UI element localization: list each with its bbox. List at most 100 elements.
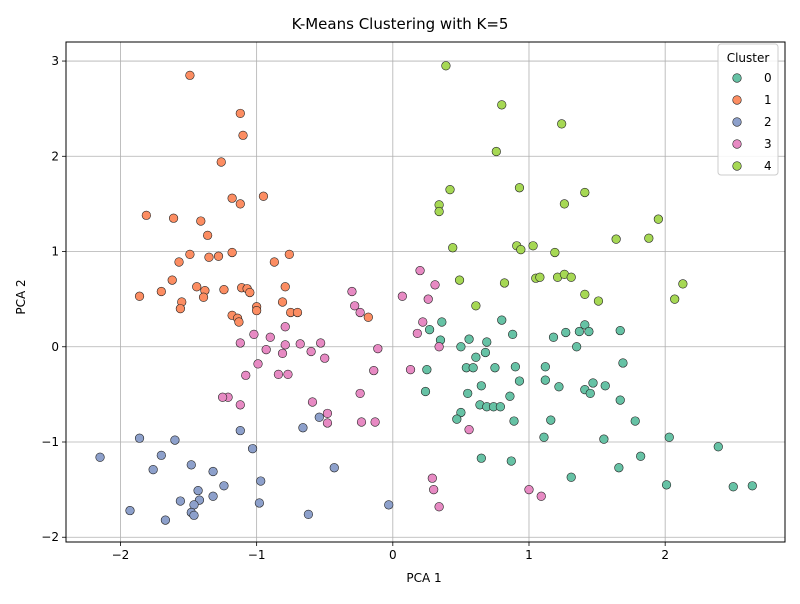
data-point xyxy=(491,146,501,157)
data-point xyxy=(615,325,625,336)
y-tick-label: 3 xyxy=(51,54,59,68)
data-point xyxy=(536,491,546,501)
data-point xyxy=(370,417,380,427)
data-point xyxy=(480,347,491,358)
data-point xyxy=(452,414,462,424)
data-point xyxy=(505,391,515,401)
data-point xyxy=(167,275,177,285)
data-point xyxy=(420,386,431,397)
data-point xyxy=(208,466,218,477)
data-point xyxy=(412,328,422,339)
data-point xyxy=(514,376,525,386)
data-point xyxy=(295,339,305,349)
legend-item-cluster-4: 4 xyxy=(732,159,772,173)
y-tick-label: 1 xyxy=(51,245,59,259)
data-point xyxy=(284,249,294,259)
data-point xyxy=(548,332,559,342)
data-point xyxy=(528,241,538,251)
data-point xyxy=(148,465,158,475)
data-point xyxy=(219,285,229,295)
data-point xyxy=(561,327,571,338)
data-point xyxy=(510,362,520,372)
data-point xyxy=(611,234,621,244)
data-point xyxy=(198,292,209,302)
cluster-3-points xyxy=(218,265,546,512)
data-point xyxy=(185,249,195,259)
cluster-0-points xyxy=(420,315,757,492)
data-point xyxy=(218,392,228,402)
data-point xyxy=(585,388,595,399)
y-axis-label: PCA 2 xyxy=(14,279,28,314)
data-point xyxy=(256,476,266,486)
data-point xyxy=(273,369,284,379)
data-point xyxy=(588,378,598,388)
data-point xyxy=(661,480,672,490)
data-point xyxy=(397,291,407,301)
plot-frame xyxy=(65,41,786,543)
data-point xyxy=(653,214,663,224)
data-point xyxy=(454,275,465,285)
data-point xyxy=(355,388,365,399)
data-point xyxy=(482,337,492,347)
data-point xyxy=(427,473,437,483)
data-point xyxy=(508,329,518,339)
data-point xyxy=(193,485,203,496)
data-point xyxy=(363,312,373,322)
data-point xyxy=(247,444,258,454)
data-point xyxy=(497,100,507,110)
data-point xyxy=(636,451,646,461)
x-tick-label: −1 xyxy=(248,548,266,562)
y-tick-label: 2 xyxy=(51,149,59,163)
data-point xyxy=(186,460,196,470)
data-point xyxy=(434,342,444,352)
data-point xyxy=(441,61,451,71)
data-point xyxy=(499,278,510,288)
data-point xyxy=(234,317,244,327)
data-point xyxy=(160,515,171,525)
data-point xyxy=(238,130,248,140)
data-point xyxy=(196,216,206,226)
legend-marker xyxy=(732,73,742,83)
data-point xyxy=(356,417,367,427)
data-point xyxy=(514,183,525,193)
chart-title: K-Means Clustering with K=5 xyxy=(292,15,509,33)
data-point xyxy=(497,315,507,325)
data-point xyxy=(235,400,245,410)
data-point xyxy=(298,423,308,433)
data-point xyxy=(265,332,275,342)
data-point xyxy=(306,346,316,357)
data-point xyxy=(614,463,624,473)
y-tick-label: −2 xyxy=(41,530,59,544)
data-point xyxy=(728,482,738,492)
data-point xyxy=(566,472,576,482)
data-point xyxy=(506,456,516,466)
data-point xyxy=(584,326,594,337)
legend-items: 0 1 2 3 4 xyxy=(732,71,772,173)
data-point xyxy=(554,382,564,392)
data-point xyxy=(495,402,505,412)
data-point xyxy=(269,257,279,267)
data-point xyxy=(283,369,293,379)
data-point xyxy=(678,279,688,289)
data-point xyxy=(134,291,145,301)
data-point xyxy=(316,338,326,348)
data-point xyxy=(204,252,214,262)
data-point xyxy=(235,108,245,119)
legend-label: 3 xyxy=(764,137,772,151)
data-point xyxy=(599,434,609,444)
legend-marker xyxy=(732,117,742,127)
data-point xyxy=(384,500,394,510)
data-point xyxy=(747,481,757,491)
data-point xyxy=(253,359,263,369)
legend-item-cluster-2: 2 xyxy=(732,115,772,129)
legend-marker xyxy=(732,161,742,171)
cluster-2-points xyxy=(95,412,394,525)
data-point xyxy=(307,397,318,407)
data-point xyxy=(95,452,105,462)
data-point xyxy=(559,199,569,209)
y-tick-label: 0 xyxy=(51,340,59,354)
data-point xyxy=(235,425,245,436)
data-point xyxy=(540,375,550,385)
data-point xyxy=(170,435,180,445)
data-point xyxy=(464,425,474,435)
